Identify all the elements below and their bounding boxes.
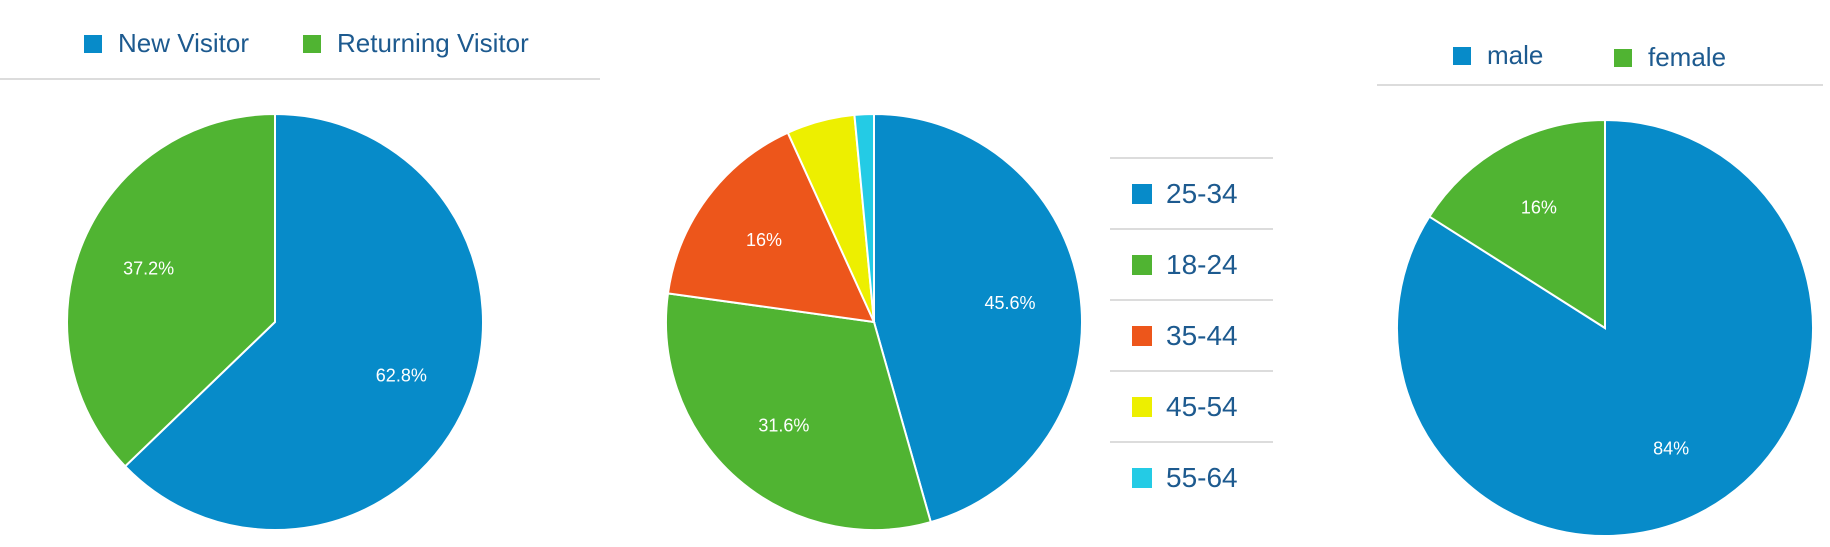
legend-label: female (1648, 42, 1727, 72)
pie-slice-18-24[interactable] (665, 292, 933, 531)
pie-slice-returning-visitor[interactable] (66, 112, 276, 468)
legend-divider (0, 78, 600, 80)
pie-slice-new-visitor[interactable] (123, 112, 484, 531)
legend-item-returning-visitor[interactable]: Returning Visitor (303, 28, 529, 59)
pie-slice-35-44[interactable] (666, 131, 876, 324)
legend-swatch-icon (303, 34, 321, 53)
legend-item-18-24[interactable]: 18-24 (1110, 228, 1273, 299)
pie-slice-label: 31.6% (758, 416, 809, 436)
legend-divider (1377, 84, 1823, 86)
legend-swatch-icon (1132, 183, 1152, 204)
legend-item-55-64[interactable]: 55-64 (1110, 441, 1273, 512)
pie-slice-label: 16% (746, 230, 782, 250)
pie-slice-label: 16% (1521, 198, 1557, 218)
legend-swatch-icon (1132, 325, 1152, 346)
pie-slice-55-64[interactable] (853, 112, 875, 323)
legend-label: 45-54 (1166, 390, 1238, 422)
pie-slice-label: 45.6% (984, 293, 1035, 313)
legend-swatch-icon (1132, 467, 1152, 488)
legend-item-25-34[interactable]: 25-34 (1110, 157, 1273, 228)
legend-swatch-icon (84, 34, 102, 53)
pie-slice-label: 37.2% (123, 258, 174, 278)
pie-slice-female[interactable] (1427, 118, 1606, 330)
legend-label: male (1487, 40, 1544, 70)
legend-label: New Visitor (118, 28, 250, 58)
legend-swatch-icon (1132, 254, 1152, 275)
pie-slice-label: 84% (1653, 438, 1689, 458)
legend-label: 55-64 (1166, 461, 1238, 493)
age-legend: 25-34 18-24 35-44 45-54 55-64 (1110, 157, 1273, 512)
legend-item-45-54[interactable]: 45-54 (1110, 370, 1273, 441)
legend-item-female[interactable]: female (1614, 42, 1726, 73)
pie-slice-label: 62.8% (376, 366, 427, 386)
legend-label: 25-34 (1166, 177, 1238, 209)
legend-swatch-icon (1614, 48, 1632, 67)
legend-item-male[interactable]: male (1453, 40, 1543, 71)
legend-label: 18-24 (1166, 248, 1238, 280)
legend-swatch-icon (1453, 46, 1471, 65)
legend-label: Returning Visitor (337, 28, 529, 58)
legend-item-35-44[interactable]: 35-44 (1110, 299, 1273, 370)
legend-item-new-visitor[interactable]: New Visitor (84, 28, 249, 59)
pie-slice-25-34[interactable] (873, 112, 1083, 524)
legend-label: 35-44 (1166, 319, 1238, 351)
legend-swatch-icon (1132, 396, 1152, 417)
